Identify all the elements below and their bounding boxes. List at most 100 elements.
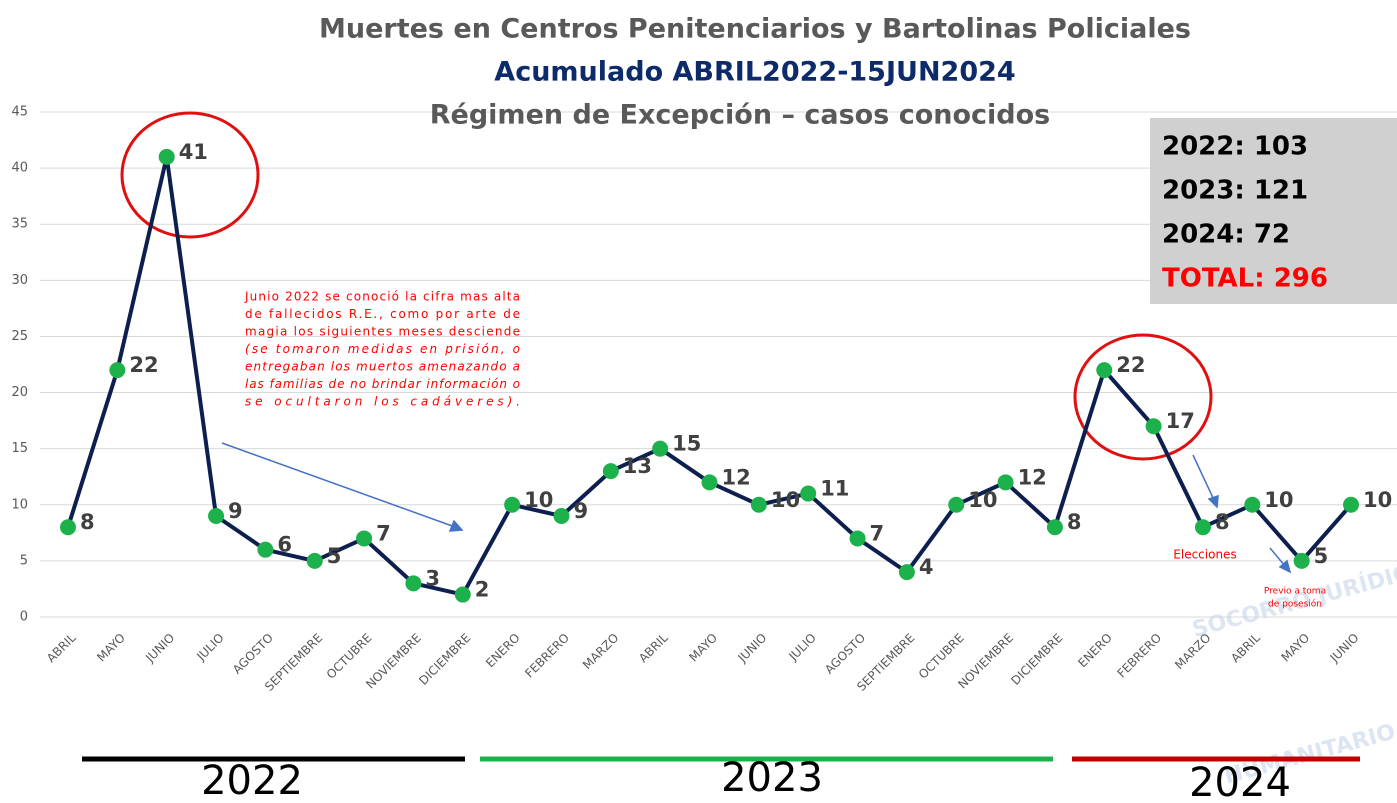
y-tick-label: 25 xyxy=(11,329,28,344)
data-label: 8 xyxy=(80,510,95,534)
y-tick-label: 5 xyxy=(20,553,28,568)
marker xyxy=(208,508,225,524)
highlight-circle xyxy=(120,111,260,239)
y-tick-label: 20 xyxy=(11,385,28,400)
x-tick-label: JUNIO xyxy=(142,631,177,666)
chart-subtitle: Régimen de Excepción – casos conocidos xyxy=(430,100,1050,131)
marker xyxy=(504,496,521,513)
data-label: 12 xyxy=(722,465,751,489)
summary-line: 2023: 121 xyxy=(1162,176,1308,206)
y-tick-label: 0 xyxy=(20,610,28,625)
arrows xyxy=(221,442,1292,574)
marker xyxy=(158,148,175,165)
x-tick-label: OCTUBRE xyxy=(916,631,967,682)
data-label: 10 xyxy=(771,488,800,512)
annotation: se ocultaron los cadáveres). xyxy=(245,395,520,409)
marker xyxy=(898,564,915,581)
x-tick-label: DICIEMBRE xyxy=(1008,631,1065,688)
marker xyxy=(60,519,76,536)
data-label: 11 xyxy=(820,477,849,501)
x-tick-label: FEBRERO xyxy=(1114,631,1164,681)
summary-box xyxy=(1150,118,1397,304)
x-tick-label: ABRIL xyxy=(44,630,79,665)
annotation: las familias de no brindar información o xyxy=(245,377,520,391)
y-tick-label: 30 xyxy=(11,273,28,288)
summary-line: 2022: 103 xyxy=(1162,132,1308,162)
data-label: 9 xyxy=(573,499,588,523)
data-label: 7 xyxy=(870,521,885,545)
x-tick-label: ENERO xyxy=(483,631,523,671)
marker xyxy=(997,474,1014,491)
data-label: 5 xyxy=(1314,544,1329,568)
marker xyxy=(1145,418,1162,435)
data-label: 8 xyxy=(1215,510,1230,534)
data-label: 9 xyxy=(228,499,243,523)
y-tick-label: 40 xyxy=(11,161,28,176)
data-label: 10 xyxy=(524,488,553,512)
marker xyxy=(1194,519,1211,536)
marker xyxy=(1046,519,1063,536)
data-label: 12 xyxy=(1018,465,1047,489)
chart-subtitle: Acumulado ABRIL2022-15JUN2024 xyxy=(494,57,1015,88)
data-label: 13 xyxy=(623,454,652,478)
annotation: de fallecidos R.E., como por arte de xyxy=(245,307,520,321)
marker xyxy=(800,485,817,502)
annotation: entregaban los muertos amenazando a xyxy=(245,360,520,374)
marker xyxy=(306,552,323,569)
marker xyxy=(750,496,767,513)
marker xyxy=(109,362,126,379)
marker xyxy=(849,530,866,547)
data-label: 10 xyxy=(1363,488,1392,512)
data-label: 15 xyxy=(672,432,701,456)
data-label: 41 xyxy=(179,140,208,164)
marker xyxy=(405,575,422,592)
data-label: 22 xyxy=(129,353,158,377)
x-tick-label: OCTUBRE xyxy=(324,631,375,682)
y-tick-label: 15 xyxy=(11,441,28,456)
marker xyxy=(1096,362,1113,379)
y-tick-label: 35 xyxy=(11,217,28,232)
x-tick-label: MAYO xyxy=(686,631,720,665)
note: Elecciones xyxy=(1173,548,1236,562)
x-tick-label: JUNIO xyxy=(735,631,770,666)
x-tick-label: ABRIL xyxy=(1228,630,1263,665)
x-tick-label: MARZO xyxy=(1172,631,1213,672)
year-label: 2024 xyxy=(1189,760,1291,803)
data-label: 7 xyxy=(376,521,391,545)
x-tick-label: MAYO xyxy=(94,631,128,665)
x-tick-label: JULIO xyxy=(786,631,819,664)
marker xyxy=(553,508,570,524)
data-label: 3 xyxy=(425,566,440,590)
x-tick-label: DICIEMBRE xyxy=(416,631,473,688)
x-tick-label: JUNIO xyxy=(1327,631,1362,666)
marker xyxy=(1343,496,1359,513)
data-label: 10 xyxy=(968,488,997,512)
highlight-circle xyxy=(1073,333,1213,461)
y-tick-label: 10 xyxy=(11,497,28,512)
marker xyxy=(652,440,669,457)
x-tick-label: AGOSTO xyxy=(822,631,868,677)
x-tick-label: FEBRERO xyxy=(522,631,572,681)
x-tick-label: JULIO xyxy=(193,631,226,664)
data-label: 22 xyxy=(1116,353,1145,377)
note: Previo a toma xyxy=(1264,587,1326,597)
x-tick-label: MAYO xyxy=(1278,631,1312,665)
year-label: 2022 xyxy=(201,758,303,803)
year-label: 2023 xyxy=(721,755,823,801)
data-label: 17 xyxy=(1166,409,1195,433)
summary-line: TOTAL: 296 xyxy=(1162,264,1328,294)
x-tick-label: MARZO xyxy=(580,631,621,672)
data-label: 10 xyxy=(1264,488,1293,512)
marker xyxy=(454,586,471,603)
chart-title: Muertes en Centros Penitenciarios y Bart… xyxy=(319,14,1191,45)
marker xyxy=(257,541,274,558)
marker xyxy=(602,463,619,480)
x-tick-label: ABRIL xyxy=(636,630,671,665)
marker xyxy=(948,496,965,513)
data-label: 2 xyxy=(475,578,490,602)
annotation: magia los siguientes meses desciende xyxy=(245,325,520,339)
summary-line: 2024: 72 xyxy=(1162,220,1290,250)
marker xyxy=(356,530,373,547)
marker xyxy=(1293,552,1310,569)
